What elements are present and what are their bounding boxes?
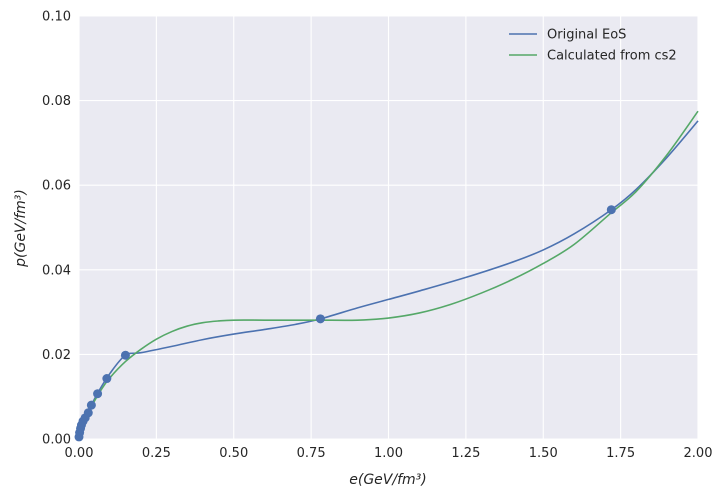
x-tick-label: 2.00	[684, 446, 713, 461]
y-tick-label: 0.04	[42, 263, 71, 278]
x-tick-label: 1.00	[374, 446, 403, 461]
x-tick-label: 0.50	[219, 446, 248, 461]
legend: Original EoS Calculated from cs2	[509, 28, 677, 64]
data-point-marker	[102, 374, 112, 384]
x-tick-label: 1.50	[529, 446, 558, 461]
series-line-calculated-cs2	[78, 110, 699, 440]
marker-group	[74, 205, 616, 442]
y-tick-label: 0.10	[42, 10, 71, 25]
y-tick-label: 0.00	[42, 433, 71, 448]
y-tick-label: 0.02	[42, 348, 71, 363]
x-tick-label: 0.00	[65, 446, 94, 461]
y-tick-label: 0.08	[42, 94, 71, 109]
legend-label-original: Original EoS	[547, 28, 626, 43]
data-point-marker	[120, 350, 130, 360]
data-point-marker	[83, 408, 93, 418]
y-axis-label: p(GeV/fm³)	[13, 189, 29, 268]
data-point-marker	[86, 400, 96, 410]
x-tick-label: 1.75	[606, 446, 635, 461]
data-point-marker	[315, 314, 325, 324]
y-tick-label: 0.06	[42, 179, 71, 194]
tick-labels: 0.00 0.25 0.50 0.75 1.00 1.25 1.50 1.75 2.00 0.00…	[42, 10, 712, 462]
legend-label-calculated: Calculated from cs2	[547, 49, 677, 64]
x-tick-label: 1.25	[451, 446, 480, 461]
data-point-marker	[93, 389, 103, 399]
data-point-marker	[606, 205, 616, 215]
x-tick-label: 0.25	[142, 446, 171, 461]
x-tick-label: 0.75	[297, 446, 326, 461]
grid	[78, 15, 699, 440]
x-axis-label: e(GeV/fm³)	[349, 472, 426, 488]
